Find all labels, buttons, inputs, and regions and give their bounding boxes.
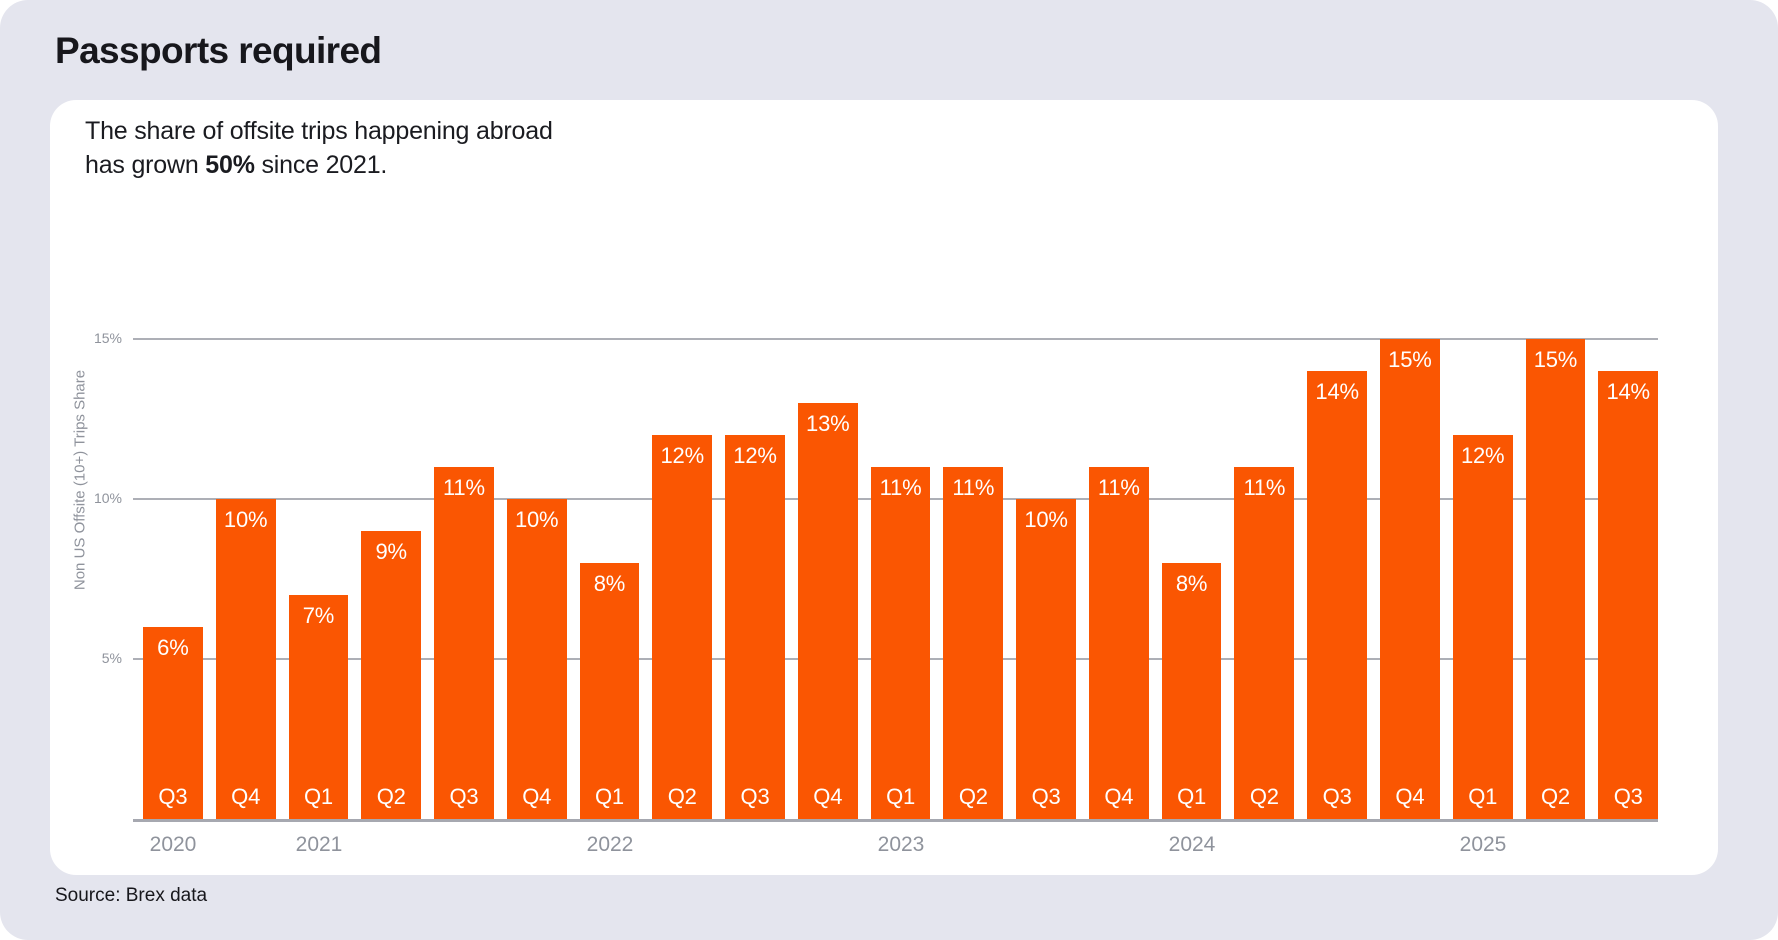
bar-value-label: 11% <box>952 475 995 500</box>
bar-quarter-label: Q3 <box>1031 784 1061 809</box>
bar-value-label: 10% <box>514 507 559 532</box>
bar-quarter-label: Q2 <box>667 784 697 809</box>
bar-Q2-11%: 11% Q2 <box>1234 467 1295 819</box>
bar-Q2-11%: 11% Q2 <box>943 467 1004 819</box>
bar-value-label: 11% <box>879 475 922 500</box>
bar-Q2-9%: 9% Q2 <box>361 531 422 819</box>
bar-quarter-label: Q2 <box>958 784 988 809</box>
chart-subtitle: The share of offsite trips happening abr… <box>85 114 565 182</box>
bar-Q3-14%: 14% Q3 <box>1598 371 1659 819</box>
bar-Q2-12%: 12% Q2 <box>652 435 713 819</box>
bar-Q3-12%: 12% Q3 <box>725 435 785 819</box>
bar-quarter-label: Q2 <box>1540 784 1570 809</box>
gridline-15% <box>133 338 1658 340</box>
bar-value-label: 11% <box>443 475 485 500</box>
bar-value-label: 10% <box>223 507 268 532</box>
bar-Q4-10%: 10% Q4 <box>215 499 276 819</box>
bar-quarter-label: Q4 <box>1395 784 1425 809</box>
bar-value-label: 11% <box>1097 475 1140 500</box>
bar-value-label: 13% <box>806 411 850 436</box>
bar-value-label: 9% <box>375 539 407 564</box>
x-axis-year-2020: 2020 <box>149 833 197 856</box>
subtitle-text: The share of offsite trips happening abr… <box>85 117 553 179</box>
bar-value-label: 8% <box>1175 571 1208 596</box>
chart-card: The share of offsite trips happening abr… <box>50 100 1718 875</box>
bar-quarter-label: Q4 <box>813 784 843 809</box>
x-axis-year-2022: 2022 <box>586 833 634 856</box>
bar-Q1-12%: 12% Q1 <box>1452 435 1513 819</box>
bar-quarter-label: Q1 <box>886 784 916 809</box>
bar-value-label: 12% <box>733 443 777 468</box>
bar-quarter-label: Q1 <box>303 784 333 809</box>
bar-Q3-11%: 11% Q3 <box>434 467 494 819</box>
bar-Q4-15%: 15% Q4 <box>1380 339 1440 819</box>
subtitle-highlight: 50% <box>205 151 255 179</box>
y-tick-label: 10% <box>93 490 122 506</box>
x-axis-line <box>133 819 1658 822</box>
bar-value-label: 10% <box>1024 507 1068 532</box>
x-axis-year-2025: 2025 <box>1459 833 1507 856</box>
bar-series: 6% Q3 10% Q4 7% Q1 9% Q2 11% Q3 10% Q4 8% Q1 12% Q2 12% Q… <box>133 339 1659 819</box>
bar-value-label: 12% <box>660 443 705 468</box>
bar-quarter-label: Q3 <box>449 784 479 809</box>
bar-value-label: 11% <box>1243 475 1286 500</box>
bar-quarter-label: Q2 <box>376 784 406 809</box>
x-axis-year-2023: 2023 <box>877 833 925 856</box>
bar-Q3-6%: 6% Q3 <box>143 627 203 819</box>
source-note: Source: Brex data <box>55 885 208 906</box>
bar-quarter-label: Q3 <box>158 784 188 809</box>
bar-value-label: 12% <box>1460 443 1505 468</box>
bar-Q3-14%: 14% Q3 <box>1307 371 1368 819</box>
bar-Q1-8%: 8% Q1 <box>579 563 640 819</box>
x-axis-year-2021: 2021 <box>295 833 343 856</box>
bar-Q3-10%: 10% Q3 <box>1016 499 1076 819</box>
bar-Q1-11%: 11% Q1 <box>870 467 931 819</box>
bar-value-label: 14% <box>1606 379 1650 404</box>
page-title: Passports required <box>55 30 382 71</box>
bar-Q2-15%: 15% Q2 <box>1525 339 1586 819</box>
bar-quarter-label: Q4 <box>231 784 261 809</box>
subtitle-text-end: since 2021. <box>254 151 388 179</box>
bar-value-label: 6% <box>157 635 189 660</box>
bar-quarter-label: Q2 <box>1249 784 1279 809</box>
bar-quarter-label: Q4 <box>522 784 552 809</box>
bar-quarter-label: Q3 <box>1322 784 1352 809</box>
bar-quarter-label: Q3 <box>1613 784 1643 809</box>
bar-value-label: 14% <box>1315 379 1359 404</box>
x-axis-year-2024: 2024 <box>1168 833 1216 856</box>
bar-quarter-label: Q4 <box>1104 784 1134 809</box>
y-tick-label: 5% <box>101 650 122 666</box>
bar-Q4-11%: 11% Q4 <box>1088 467 1149 819</box>
bar-Q1-7%: 7% Q1 <box>288 595 349 819</box>
bar-value-label: 15% <box>1388 347 1432 372</box>
bar-quarter-label: Q3 <box>740 784 770 809</box>
bar-value-label: 7% <box>302 603 335 628</box>
bar-Q4-10%: 10% Q4 <box>506 499 567 819</box>
bar-Q1-8%: 8% Q1 <box>1161 563 1222 819</box>
bar-quarter-label: Q1 <box>595 784 624 809</box>
bar-Q4-13%: 13% Q4 <box>797 403 858 819</box>
bar-quarter-label: Q1 <box>1177 784 1207 809</box>
y-axis-label: Non US Offsite (10+) Trips Share <box>71 369 89 591</box>
bar-value-label: 8% <box>593 571 626 596</box>
bar-quarter-label: Q1 <box>1468 784 1498 809</box>
y-tick-label: 15% <box>93 330 122 346</box>
bar-value-label: 15% <box>1533 347 1578 372</box>
